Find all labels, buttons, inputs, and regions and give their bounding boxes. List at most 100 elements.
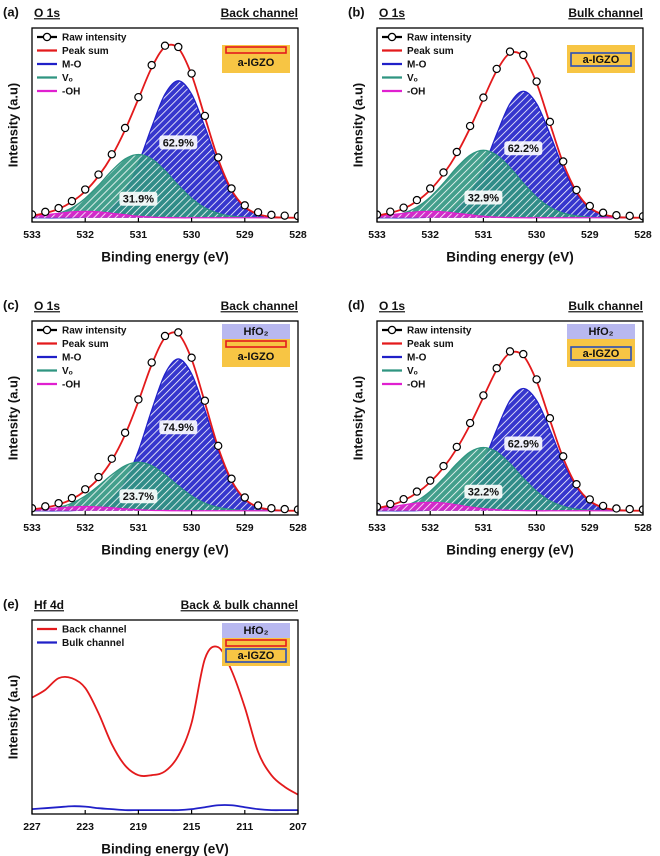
component-area — [32, 154, 298, 218]
data-point — [200, 396, 210, 405]
data-point — [80, 485, 90, 494]
probe-back — [225, 340, 287, 348]
legend-label: Raw intensity — [407, 33, 472, 44]
series-line — [32, 210, 298, 219]
x-axis-label: Binding energy (eV) — [446, 543, 574, 558]
data-point — [213, 441, 223, 451]
x-tick-label: 219 — [130, 821, 148, 833]
data-point — [160, 41, 170, 50]
data-point — [377, 502, 382, 511]
data-point — [174, 328, 183, 337]
share-label-box — [504, 436, 543, 451]
data-point — [612, 211, 621, 220]
share-label-box — [464, 484, 503, 499]
x-tick-label: 531 — [130, 229, 148, 241]
x-tick-label: 528 — [634, 229, 652, 241]
share-label: 62.9% — [163, 137, 194, 149]
legend-label: M-O — [407, 353, 427, 364]
plot-area — [32, 645, 298, 812]
share-label: 62.2% — [508, 143, 539, 155]
component-area — [377, 150, 643, 218]
hfo2-layer — [222, 324, 290, 339]
x-tick-label: 530 — [528, 522, 546, 534]
data-point — [267, 210, 276, 220]
data-point — [532, 375, 541, 384]
share-label-box — [119, 191, 158, 206]
x-tick-label: 528 — [289, 522, 307, 534]
inset-layer-label: a-IGZO — [238, 351, 275, 363]
data-point — [399, 203, 408, 212]
share-label-box — [159, 420, 198, 435]
legend-label: M-O — [62, 353, 82, 364]
data-point — [227, 474, 236, 483]
data-point — [240, 201, 249, 210]
component-area — [377, 211, 643, 218]
plot-frame — [31, 619, 299, 815]
x-tick-label: 529 — [581, 229, 599, 241]
data-point — [134, 395, 143, 404]
data-point — [187, 353, 196, 362]
plot-frame — [376, 27, 644, 223]
data-point — [41, 502, 50, 511]
data-point — [253, 208, 263, 217]
data-point — [519, 50, 528, 60]
panel-subtitle: Back & bulk channel — [181, 598, 298, 612]
data-point — [572, 480, 581, 489]
legend-label: Back channel — [62, 625, 127, 636]
x-tick-label: 223 — [76, 821, 94, 833]
y-axis-label: Intensity (a.u) — [5, 83, 20, 168]
legend-label: Raw intensity — [62, 33, 127, 44]
data-point — [54, 203, 63, 213]
panel-subtitle: Back channel — [221, 299, 298, 313]
legend-label: Peak sum — [62, 339, 109, 350]
data-point — [147, 60, 156, 70]
panel-label: (e) — [3, 596, 19, 611]
x-tick-label: 528 — [634, 522, 652, 534]
component-area — [32, 462, 298, 511]
data-point — [532, 77, 541, 86]
x-tick-label: 530 — [183, 229, 201, 241]
y-axis-label: Intensity (a.u) — [350, 376, 365, 461]
x-tick-label: 207 — [289, 821, 307, 833]
x-tick-label: 532 — [421, 229, 439, 241]
x-tick-label: 529 — [236, 229, 254, 241]
plot-frame — [31, 320, 299, 516]
data-point — [94, 472, 103, 482]
probe-back — [225, 46, 287, 54]
x-tick-label: 532 — [76, 229, 94, 241]
panel-label: (c) — [3, 297, 19, 312]
data-point — [267, 504, 276, 513]
legend-marker — [387, 325, 397, 335]
x-tick-label: 531 — [475, 229, 493, 241]
legend-label: -OH — [407, 380, 425, 391]
data-point — [120, 428, 130, 437]
component-area — [377, 502, 643, 511]
x-axis-label: Binding energy (eV) — [446, 250, 574, 265]
x-tick-label: 533 — [23, 522, 41, 534]
x-axis-label: Binding energy (eV) — [101, 842, 229, 856]
data-point — [32, 210, 37, 219]
data-point — [240, 493, 249, 502]
data-point — [412, 195, 422, 205]
data-point — [452, 147, 461, 157]
data-point — [545, 117, 555, 127]
x-tick-label: 215 — [183, 821, 201, 833]
y-axis-label: Intensity (a.u) — [350, 83, 365, 168]
data-point — [160, 331, 170, 341]
panel-title: O 1s — [34, 6, 60, 20]
x-axis-label: Binding energy (eV) — [101, 543, 229, 558]
data-point — [465, 121, 475, 131]
share-label-box — [159, 135, 198, 150]
series-line — [377, 210, 643, 219]
data-point — [120, 123, 130, 133]
y-axis-label: Intensity (a.u) — [5, 675, 20, 760]
x-tick-label: 530 — [183, 522, 201, 534]
data-point — [32, 504, 37, 513]
share-label-box — [464, 190, 503, 205]
data-point — [426, 476, 435, 485]
x-tick-label: 528 — [289, 229, 307, 241]
data-point — [107, 454, 117, 463]
legend-label: -OH — [62, 380, 80, 391]
data-point — [80, 185, 90, 194]
